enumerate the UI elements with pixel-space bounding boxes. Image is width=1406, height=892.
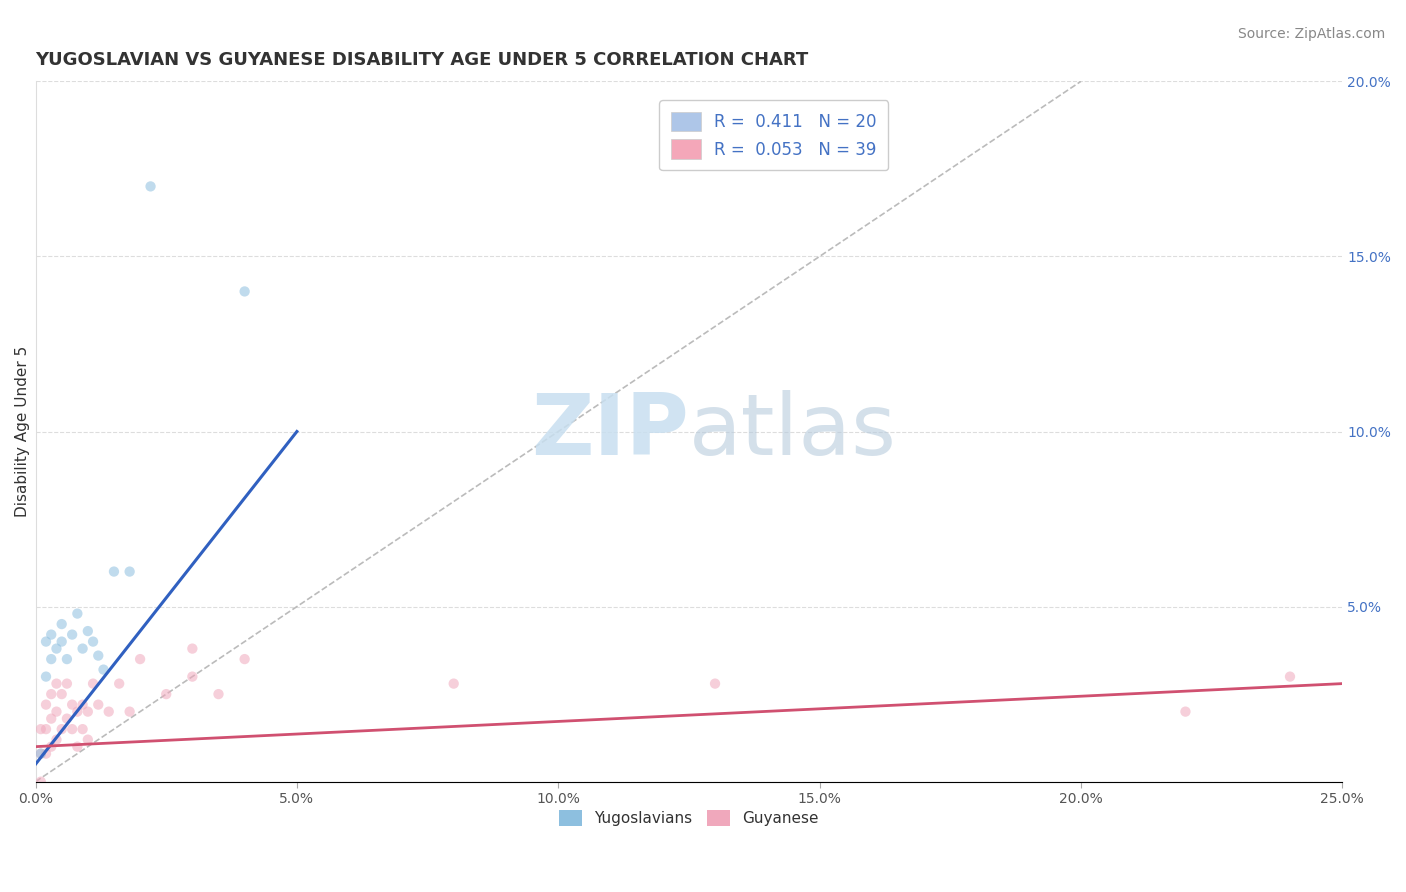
Point: [207, 687, 229, 701]
Point: [39, 652, 62, 666]
Point: [39, 712, 62, 726]
Point: [87, 648, 110, 663]
Point: [30, 747, 52, 761]
Point: [30, 747, 52, 761]
Point: [35, 747, 58, 761]
Point: [93, 663, 115, 677]
Point: [76, 624, 98, 639]
Point: [82, 676, 104, 690]
Point: [56, 652, 79, 666]
Point: [66, 705, 89, 719]
Point: [72, 722, 94, 736]
Point: [56, 676, 79, 690]
Point: [233, 652, 256, 666]
Text: YUGOSLAVIAN VS GUYANESE DISABILITY AGE UNDER 5 CORRELATION CHART: YUGOSLAVIAN VS GUYANESE DISABILITY AGE U…: [35, 51, 808, 69]
Point: [82, 634, 104, 648]
Point: [39, 687, 62, 701]
Text: ZIP: ZIP: [531, 390, 689, 473]
Point: [108, 676, 131, 690]
Point: [155, 687, 177, 701]
Point: [97, 705, 120, 719]
Point: [45, 705, 67, 719]
Point: [118, 565, 141, 579]
Point: [139, 179, 162, 194]
Point: [443, 676, 465, 690]
Point: [181, 641, 204, 656]
Point: [51, 687, 73, 701]
Point: [1278, 670, 1301, 684]
Point: [39, 627, 62, 641]
Point: [45, 676, 67, 690]
Point: [87, 698, 110, 712]
Point: [181, 670, 204, 684]
Point: [51, 722, 73, 736]
Text: atlas: atlas: [689, 390, 897, 473]
Point: [60, 698, 83, 712]
Point: [51, 617, 73, 632]
Point: [51, 634, 73, 648]
Point: [60, 722, 83, 736]
Point: [66, 739, 89, 754]
Point: [35, 698, 58, 712]
Point: [39, 739, 62, 754]
Text: Source: ZipAtlas.com: Source: ZipAtlas.com: [1237, 27, 1385, 41]
Point: [60, 627, 83, 641]
Point: [103, 565, 125, 579]
Point: [233, 285, 256, 299]
Legend: Yugoslavians, Guyanese: Yugoslavians, Guyanese: [551, 802, 827, 833]
Point: [1174, 705, 1197, 719]
Point: [30, 774, 52, 789]
Point: [704, 676, 727, 690]
Point: [56, 712, 79, 726]
Point: [35, 634, 58, 648]
Point: [35, 670, 58, 684]
Point: [76, 705, 98, 719]
Point: [129, 652, 152, 666]
Point: [66, 607, 89, 621]
Y-axis label: Disability Age Under 5: Disability Age Under 5: [15, 346, 30, 517]
Point: [76, 732, 98, 747]
Point: [118, 705, 141, 719]
Point: [35, 722, 58, 736]
Point: [72, 698, 94, 712]
Point: [45, 641, 67, 656]
Point: [45, 732, 67, 747]
Point: [72, 641, 94, 656]
Point: [30, 722, 52, 736]
